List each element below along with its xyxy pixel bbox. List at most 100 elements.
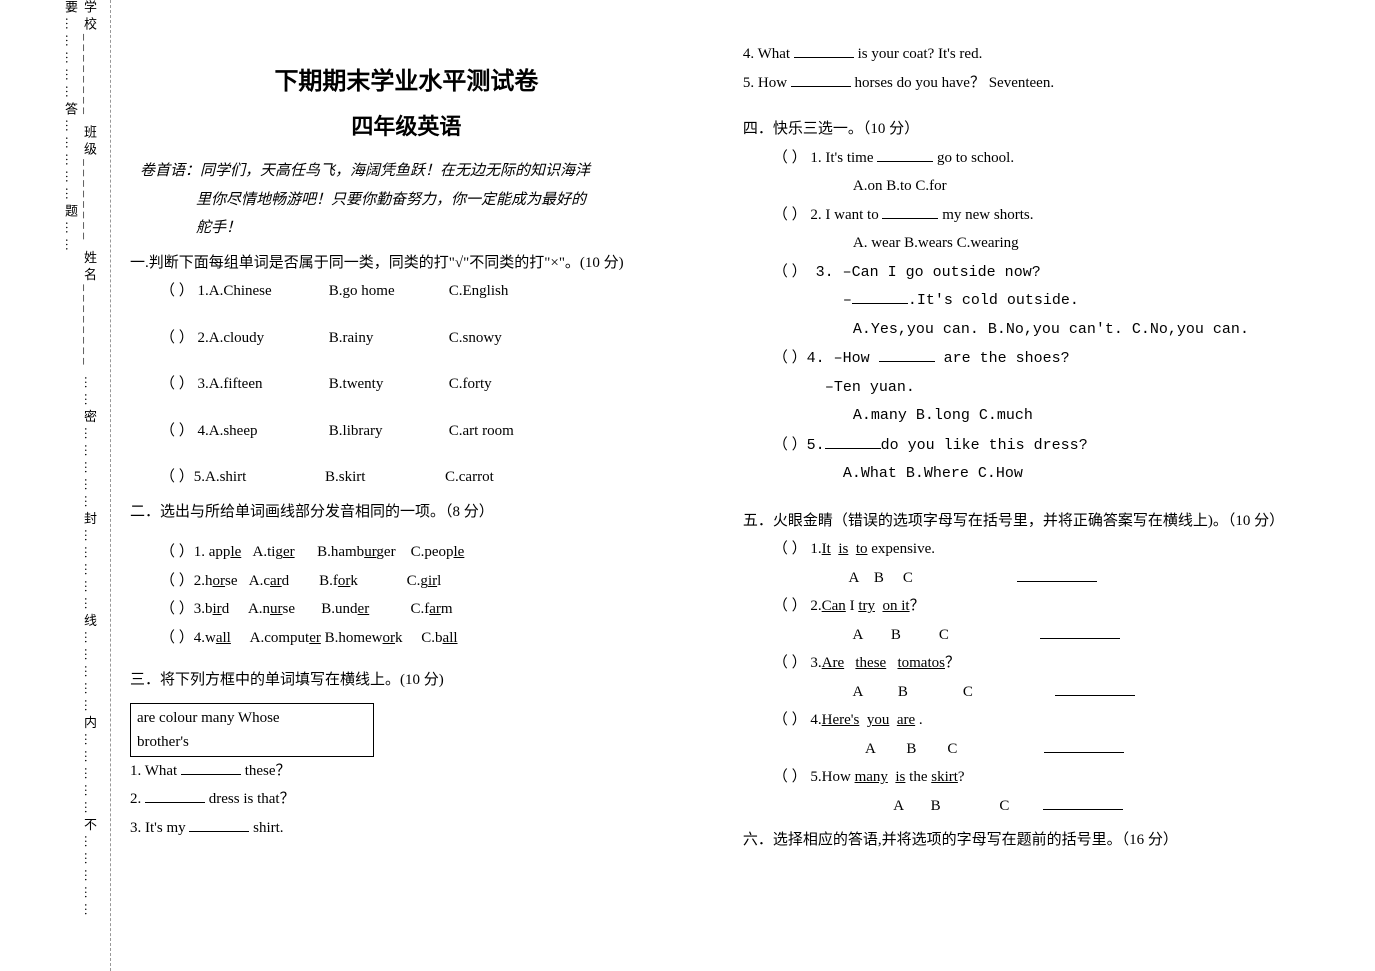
- u: all: [443, 630, 458, 646]
- blank[interactable]: [145, 787, 205, 803]
- abc-a: A: [850, 735, 890, 764]
- s4-q3-l1: （ ） 3. –Can I go outside now?: [743, 258, 1355, 288]
- b2: k: [395, 630, 403, 646]
- preface-l1: 同学们，天高任鸟飞，海阔凭鱼跃！在无边无际的知识海洋: [200, 163, 590, 179]
- blank[interactable]: [877, 146, 933, 162]
- s4-q4-l2: –Ten yuan.: [743, 374, 1355, 403]
- answer-blank[interactable]: [1055, 680, 1135, 696]
- c: C.peop: [411, 544, 454, 560]
- a2: d: [282, 573, 290, 589]
- paren[interactable]: （ ）: [773, 541, 807, 557]
- u: ir: [428, 573, 437, 589]
- w: b: [205, 601, 213, 617]
- paren[interactable]: （ ）: [160, 376, 194, 392]
- answer-blank[interactable]: [1017, 566, 1097, 582]
- s4-q5-opts: A.What B.Where C.How: [743, 460, 1355, 489]
- c: C.b: [421, 630, 442, 646]
- section-4-title: 四．快乐三选一。（10 分）: [743, 115, 1355, 144]
- paren[interactable]: （ ）: [160, 469, 194, 485]
- column-left: 下期期末学业水平测试卷 四年级英语 卷首语：同学们，天高任鸟飞，海阔凭鱼跃！在无…: [130, 40, 683, 855]
- opt-a: A.shirt: [205, 463, 325, 492]
- opt-a: A.cloudy: [209, 324, 329, 353]
- s1-q3: （ ） 3.A.fifteenB.twentyC.forty: [130, 370, 683, 399]
- w: w: [205, 630, 216, 646]
- blank[interactable]: [189, 816, 249, 832]
- u: or: [338, 573, 351, 589]
- paren[interactable]: （ ）: [160, 423, 194, 439]
- preface-label: 卷首语：: [140, 163, 200, 179]
- s3-q3: 3. It's my shirt.: [130, 814, 683, 843]
- tail: ?: [958, 769, 965, 785]
- answer-blank[interactable]: [1044, 737, 1124, 753]
- w: app: [209, 544, 231, 560]
- a: A.c: [249, 573, 270, 589]
- u: le: [230, 544, 241, 560]
- paren[interactable]: （ ）: [160, 630, 194, 646]
- s5-q4-abc: ABC: [743, 735, 1355, 764]
- paren[interactable]: （ ）: [773, 655, 807, 671]
- num: 3.: [198, 376, 209, 392]
- s5-q1-abc: ABC: [743, 564, 1355, 593]
- s1-q2: （ ） 2.A.cloudyB.rainyC.snowy: [130, 324, 683, 353]
- opt-a: A.fifteen: [209, 370, 329, 399]
- u-b: these: [855, 655, 886, 671]
- s5-q1: （ ） 1.It is to expensive.: [743, 535, 1355, 564]
- u: ar: [270, 573, 282, 589]
- paren[interactable]: （ ）: [773, 769, 807, 785]
- paren[interactable]: （ ）: [773, 598, 807, 614]
- paren[interactable]: （ ）: [773, 207, 807, 223]
- mid: the: [905, 769, 931, 785]
- paren[interactable]: （ ）: [160, 601, 194, 617]
- txt: 4. What: [743, 46, 794, 62]
- blank[interactable]: [879, 346, 935, 362]
- paren[interactable]: （ ）: [160, 283, 194, 299]
- s5-q5-abc: AB C: [743, 792, 1355, 821]
- opt-c: C.art room: [449, 417, 569, 446]
- answer-blank[interactable]: [1043, 794, 1123, 810]
- txt: shirt.: [249, 820, 283, 836]
- u-b: try: [858, 598, 875, 614]
- abc-b: B: [921, 792, 951, 821]
- s4-q1: （ ） 1. It's time go to school.: [743, 144, 1355, 173]
- blank[interactable]: [825, 433, 881, 449]
- b2: k: [350, 573, 358, 589]
- s1-q1: （ ） 1.A.ChineseB.go homeC.English: [130, 277, 683, 306]
- u: ir: [213, 601, 222, 617]
- paren[interactable]: （ ）: [773, 150, 807, 166]
- num: 5.: [194, 469, 205, 485]
- paren[interactable]: （ ）: [160, 544, 194, 560]
- word-box-l1: are colour many Whose: [137, 706, 367, 730]
- s5-q2: （ ） 2.Can I try on it？: [743, 592, 1355, 621]
- b2: ger: [376, 544, 395, 560]
- abc-c: C: [893, 564, 923, 593]
- paren[interactable]: （ ）: [773, 437, 807, 453]
- a2: se: [283, 601, 296, 617]
- u-c: on it: [882, 598, 909, 614]
- paren[interactable]: （ ）: [160, 330, 194, 346]
- txt: horses do you have？ Seventeen.: [851, 75, 1054, 91]
- s4-q5: （ ）5.do you like this dress?: [743, 431, 1355, 461]
- blank[interactable]: [181, 759, 241, 775]
- blank[interactable]: [791, 71, 851, 87]
- num: 1.: [198, 283, 209, 299]
- opt-b: B.library: [329, 417, 449, 446]
- paren[interactable]: （ ）: [773, 712, 807, 728]
- paren[interactable]: （ ）: [773, 264, 807, 280]
- txt: 1. What: [130, 763, 181, 779]
- paren[interactable]: （ ）: [773, 350, 807, 366]
- answer-blank[interactable]: [1040, 623, 1120, 639]
- txt: –: [843, 292, 852, 309]
- s5-q2-abc: ABC: [743, 621, 1355, 650]
- abc-c: C: [933, 678, 1003, 707]
- s3-q2: 2. dress is that？: [130, 785, 683, 814]
- u-b: you: [867, 712, 890, 728]
- paren[interactable]: （ ）: [160, 573, 194, 589]
- c2: l: [437, 573, 441, 589]
- blank[interactable]: [852, 288, 908, 304]
- s1-q4: （ ） 4.A.sheepB.libraryC.art room: [130, 417, 683, 446]
- u: ur: [270, 601, 283, 617]
- blank[interactable]: [794, 42, 854, 58]
- u: le: [454, 544, 465, 560]
- blank[interactable]: [882, 203, 938, 219]
- s4-q2: （ ） 2. I want to my new shorts.: [743, 201, 1355, 230]
